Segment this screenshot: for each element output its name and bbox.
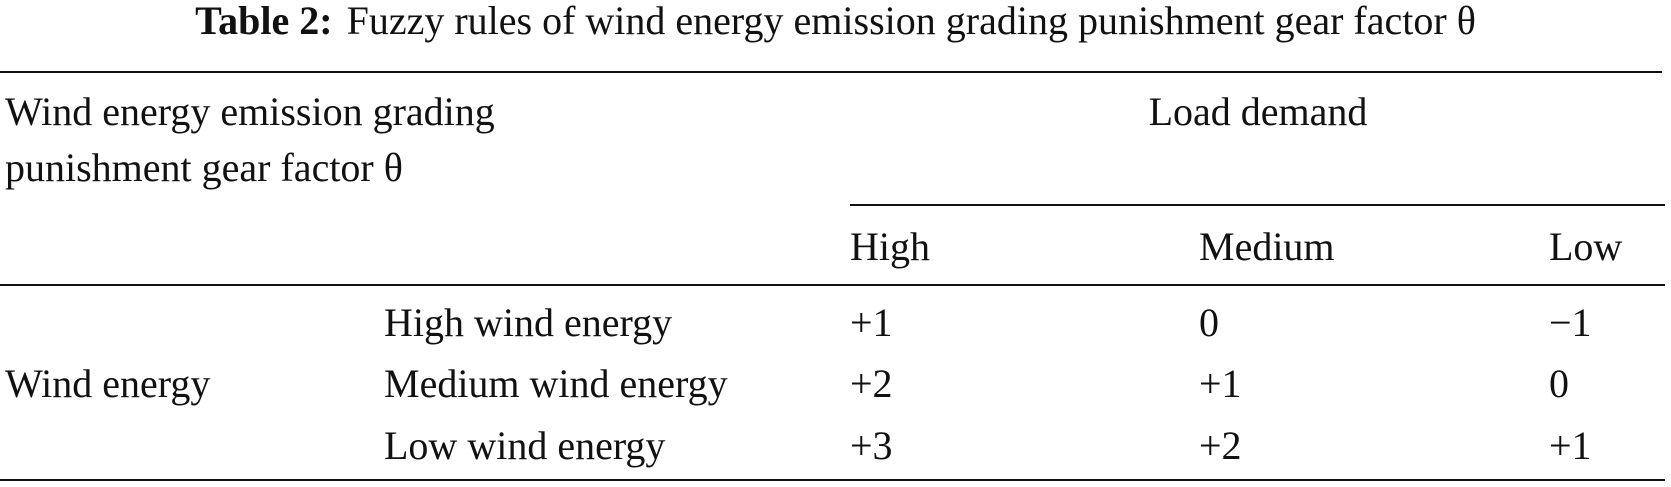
top-rule: [0, 71, 1662, 73]
column-group-header: Load demand: [1148, 89, 1368, 134]
row-label: High wind energy: [384, 300, 673, 345]
cell: +1: [1199, 361, 1242, 406]
column-header: High: [850, 224, 930, 269]
row-label: Low wind energy: [384, 423, 666, 468]
table-caption: Table 2: Fuzzy rules of wind energy emiss…: [0, 0, 1671, 45]
bottom-rule: [0, 479, 1665, 481]
cell: +1: [1549, 423, 1592, 468]
cell: +3: [850, 423, 893, 468]
cell: 0: [1199, 300, 1219, 345]
stub-header: punishment gear factor θ: [5, 145, 403, 190]
caption-label: Table 2:: [195, 0, 333, 43]
column-header: Low: [1549, 224, 1623, 269]
row-group-label: Wind energy: [5, 361, 211, 406]
caption-text: Fuzzy rules of wind energy emission grad…: [346, 0, 1476, 43]
cell: +1: [850, 300, 893, 345]
cell: +2: [1199, 423, 1242, 468]
row-label: Medium wind energy: [384, 361, 728, 406]
group-rule: [850, 204, 1665, 206]
cell: −1: [1549, 300, 1592, 345]
column-header: Medium: [1199, 224, 1335, 269]
cell: 0: [1549, 361, 1569, 406]
header-rule: [0, 284, 1665, 286]
stub-header: Wind energy emission grading: [5, 89, 495, 134]
cell: +2: [850, 361, 893, 406]
